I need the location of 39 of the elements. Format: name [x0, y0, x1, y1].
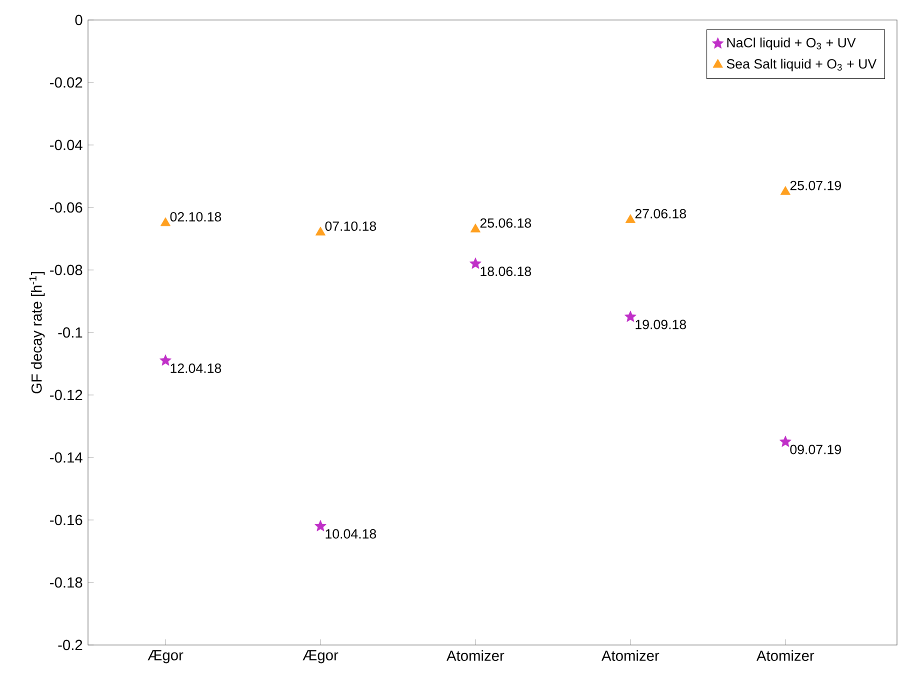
data-label: 07.10.18 — [325, 221, 376, 231]
legend-label: NaCl liquid + O$_{3}$ + UV — [727, 38, 856, 50]
x-tick-label: Atomizer — [446, 650, 504, 661]
point — [160, 217, 171, 226]
data-label: 10.04.18 — [326, 529, 376, 539]
y-tick-label: -0.06 — [50, 202, 82, 213]
y-tick-label: -0.04 — [50, 140, 82, 150]
point — [314, 520, 326, 532]
x-tick-label: Atomizer — [602, 650, 660, 661]
y-tick-label: -0.1 — [58, 327, 82, 338]
point — [470, 224, 481, 232]
point — [625, 214, 636, 223]
data-label: 25.07.19 — [790, 180, 841, 190]
point — [470, 258, 482, 269]
point — [160, 354, 172, 366]
y-tick-label: -0.18 — [50, 577, 82, 588]
x-tick-label: Atomizer — [756, 650, 814, 661]
point — [624, 310, 636, 322]
x-tick-label: Ægor — [148, 650, 184, 664]
y-tick-label: -0.02 — [50, 77, 82, 88]
data-label: 25.06.18 — [480, 218, 532, 228]
y-tick-label: -0.14 — [50, 452, 82, 463]
data-label: 27.06.18 — [635, 208, 686, 218]
data-label: 18.06.18 — [480, 266, 532, 276]
legend-label: Sea Salt liquid + O$_{3}$ + UV — [726, 58, 877, 72]
y-tick-label: -0.12 — [50, 390, 82, 400]
y-tick-label: -0.2 — [58, 640, 82, 650]
y-tick-label: -0.16 — [50, 514, 82, 526]
data-label: 12.04.18 — [170, 364, 222, 373]
data-label: 09.07.19 — [790, 444, 841, 454]
y-tick-label: -0.08 — [50, 264, 82, 276]
point — [315, 226, 326, 236]
point — [780, 186, 790, 195]
point — [780, 436, 792, 447]
y-tick-label: 0 — [75, 14, 82, 26]
y-axis-title: GF decay rate [h$^{-1}$] — [29, 272, 45, 394]
data-label: 19.09.18 — [636, 320, 686, 330]
data-label: 02.10.18 — [170, 212, 222, 222]
x-tick-label: Ægor — [302, 650, 338, 664]
